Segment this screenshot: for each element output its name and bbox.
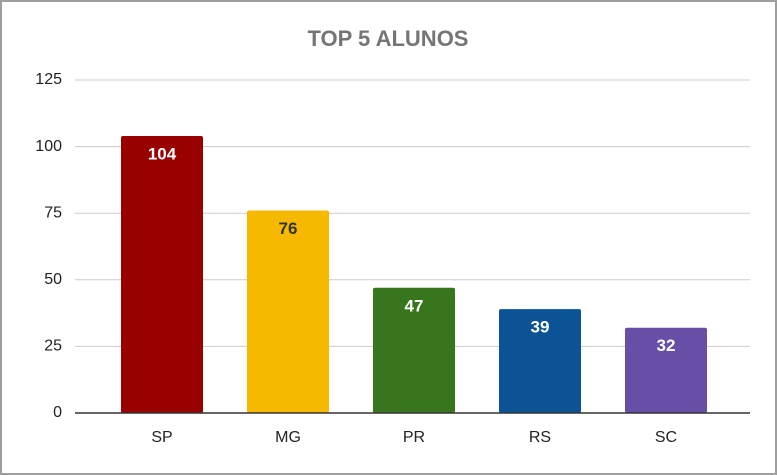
data-label: 104	[148, 144, 177, 163]
y-tick-label: 75	[44, 204, 62, 221]
y-tick-label: 50	[44, 271, 62, 288]
y-tick-label: 100	[35, 138, 62, 155]
data-label: 76	[279, 219, 298, 238]
y-tick-label: 25	[44, 338, 62, 355]
bar	[499, 309, 581, 413]
data-label: 32	[657, 336, 676, 355]
x-tick-label: PR	[403, 429, 425, 446]
bar	[247, 210, 329, 413]
bar	[121, 135, 203, 413]
data-label: 47	[405, 296, 424, 315]
x-tick-label: MG	[275, 429, 301, 446]
x-tick-label: SC	[655, 429, 677, 446]
data-label: 39	[531, 318, 550, 337]
chart-title: TOP 5 ALUNOS	[308, 26, 469, 51]
bar	[373, 287, 455, 413]
y-tick-label: 125	[35, 71, 62, 88]
x-tick-label: SP	[151, 429, 172, 446]
x-tick-label: RS	[529, 429, 551, 446]
bar	[625, 327, 707, 413]
y-tick-label: 0	[53, 404, 62, 421]
